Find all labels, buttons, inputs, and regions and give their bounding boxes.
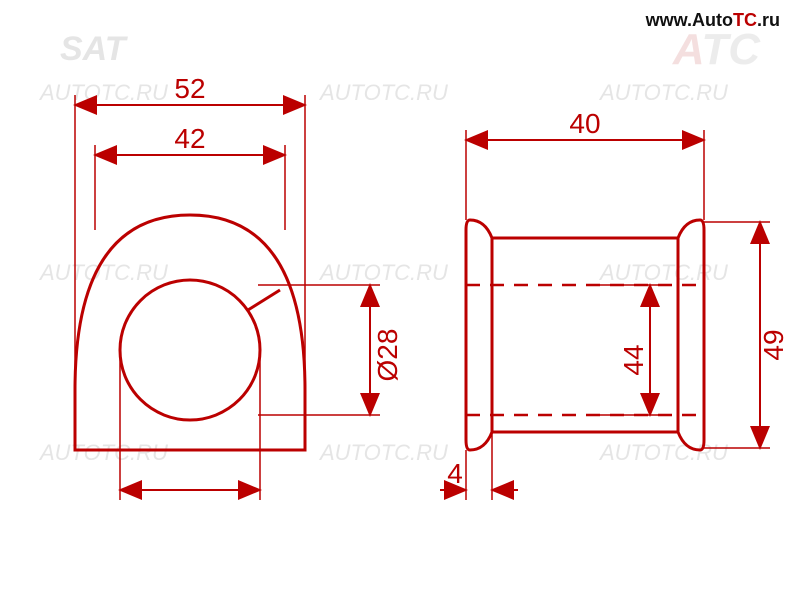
dim-height-44: 44	[618, 344, 649, 375]
dim-inner-width: 42	[174, 123, 205, 154]
split-line	[248, 290, 280, 310]
right-view: 40 4 44 49	[440, 108, 789, 500]
right-flange	[700, 220, 704, 450]
left-view: 52 42 Ø28	[75, 73, 403, 500]
dim-bore: Ø28	[372, 329, 403, 382]
dim-rib-4: 4	[447, 458, 463, 489]
drawing-canvas: 52 42 Ø28	[0, 0, 800, 600]
dim-width-40: 40	[569, 108, 600, 139]
dim-outer-width: 52	[174, 73, 205, 104]
bore-circle	[120, 280, 260, 420]
dim-height-49: 49	[758, 329, 789, 360]
